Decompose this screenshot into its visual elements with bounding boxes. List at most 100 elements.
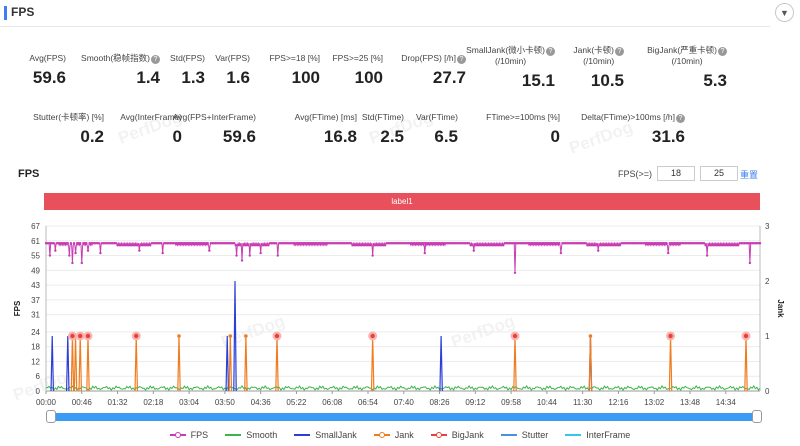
x-tick-label: 01:32 <box>108 398 129 407</box>
y-tick-label: 24 <box>31 328 40 337</box>
fps-point <box>138 249 141 252</box>
metric-label-text: Drop(FPS) [/h] <box>401 53 456 63</box>
fps-point <box>704 244 707 247</box>
help-icon[interactable]: ? <box>151 55 160 64</box>
y-tick-label: 6 <box>36 372 41 381</box>
legend-swatch <box>430 432 447 438</box>
jank-spike <box>78 335 83 392</box>
fps-point <box>136 244 139 247</box>
legend-marker <box>174 432 181 438</box>
fps-threshold-input-2[interactable]: 25 <box>700 166 738 181</box>
metric-label: Var(FPS) <box>215 53 250 64</box>
x-tick-label: 02:18 <box>143 398 164 407</box>
x-tick-label: 09:12 <box>465 398 486 407</box>
fps-point <box>86 249 90 252</box>
fps-point <box>502 244 505 247</box>
slider-handle-right[interactable] <box>752 410 762 423</box>
metric-smooth: Smooth(稳帧指数)? 1.4 <box>81 53 160 88</box>
help-icon[interactable]: ? <box>546 47 555 56</box>
metric-label-text: SmallJank(微小卡顿) <box>466 45 545 55</box>
fps-point <box>99 251 102 255</box>
metric-label-unit: (/10min) <box>583 56 615 66</box>
y-tick-label: 12 <box>31 357 40 366</box>
legend-item-jank[interactable]: Jank <box>373 430 414 440</box>
fps-filter-label: FPS(>=) <box>617 168 652 179</box>
fps-point <box>79 242 82 245</box>
fps-point <box>69 242 73 245</box>
help-icon[interactable]: ? <box>615 47 624 56</box>
legend-label: SmallJank <box>315 430 357 440</box>
fps-point <box>584 242 587 245</box>
metric-label-text: Jank(卡顿) <box>573 45 614 55</box>
metric-label: Std(FPS) <box>170 53 205 64</box>
fps-point <box>705 254 709 257</box>
fps-point <box>369 244 373 247</box>
x-tick-label: 03:04 <box>179 398 200 407</box>
bigjank-point <box>134 333 139 339</box>
legend-item-bigjank[interactable]: BigJank <box>430 430 484 440</box>
x-tick-label: 12:16 <box>608 398 629 407</box>
metric-label-text: Var(FTime) <box>415 112 458 122</box>
y-right-tick-label: 0 <box>765 387 770 396</box>
legend-item-interframe[interactable]: InterFrame <box>565 430 630 440</box>
bigjank-point <box>85 333 91 339</box>
metric-label: Var(FTime) <box>416 112 458 123</box>
metric-label: Avg(FTime) [ms] <box>295 112 357 123</box>
metric-value: 31.6 <box>651 127 685 146</box>
legend-label: Jank <box>394 430 414 440</box>
fps-threshold-input-1[interactable]: 18 <box>657 166 695 181</box>
legend-item-stutter[interactable]: Stutter <box>500 430 548 440</box>
reset-button[interactable]: 重置 <box>739 170 758 180</box>
fps-point <box>597 249 600 252</box>
smalljank-spike <box>439 335 443 392</box>
y-tick-label: 18 <box>31 343 40 352</box>
help-icon[interactable]: ? <box>457 55 466 64</box>
fps-point <box>618 244 622 247</box>
legend-swatch <box>225 434 242 436</box>
metric-label-text: BigJank(严重卡顿) <box>647 45 717 55</box>
y-axis-title: FPS <box>13 300 22 316</box>
help-icon[interactable]: ? <box>718 47 727 56</box>
metric-label: FPS>=18 [%] <box>269 53 320 64</box>
fps-point <box>97 242 101 245</box>
chevron-down-icon[interactable]: ▼ <box>775 3 794 22</box>
legend-item-smalljank[interactable]: SmallJank <box>294 430 357 440</box>
jank-spike <box>370 335 375 392</box>
fps-point <box>667 251 670 255</box>
slider-track[interactable] <box>46 413 762 421</box>
fps-point <box>52 242 55 245</box>
legend-item-fps[interactable]: FPS <box>169 430 208 440</box>
metric-value: 59.6 <box>32 68 66 87</box>
slider-handle-left[interactable] <box>46 410 56 423</box>
y-tick-label: 0 <box>36 387 41 396</box>
metric-smalljank: SmallJank(微小卡顿)? (/10min) 15.1 <box>466 45 555 91</box>
metric-value: 100 <box>291 68 320 87</box>
metric-std-fps: Std(FPS) 1.3 <box>170 53 205 88</box>
fps-point <box>74 251 77 255</box>
y-right-tick-label: 3 <box>765 222 770 231</box>
x-tick-label: 03:50 <box>215 398 236 407</box>
y-axis-right-title: Jank <box>776 299 785 318</box>
jank-spike <box>86 335 90 392</box>
fps-filter: FPS(>=) 18 25 <box>618 166 738 181</box>
fps-point <box>235 254 238 257</box>
jank-point <box>588 334 593 338</box>
help-icon[interactable]: ? <box>676 114 685 123</box>
fps-point <box>513 271 517 274</box>
fps-point <box>259 251 262 255</box>
metric-value: 0 <box>172 127 182 146</box>
fps-point <box>159 242 163 245</box>
metric-label-text: Smooth(稳帧指数) <box>81 53 150 63</box>
metric-value: 59.6 <box>222 127 256 146</box>
bigjank-point <box>370 333 375 339</box>
metric-label-unit: (/10min) <box>494 56 527 66</box>
label-bar[interactable]: label1 <box>44 193 760 210</box>
legend-marker <box>435 432 442 438</box>
section-title: FPS <box>11 5 35 19</box>
fps-point <box>748 261 752 265</box>
time-range-slider[interactable] <box>46 410 762 423</box>
metric-value: 1.3 <box>181 68 205 87</box>
fps-point <box>208 249 211 252</box>
legend-item-smooth[interactable]: Smooth <box>225 430 277 440</box>
